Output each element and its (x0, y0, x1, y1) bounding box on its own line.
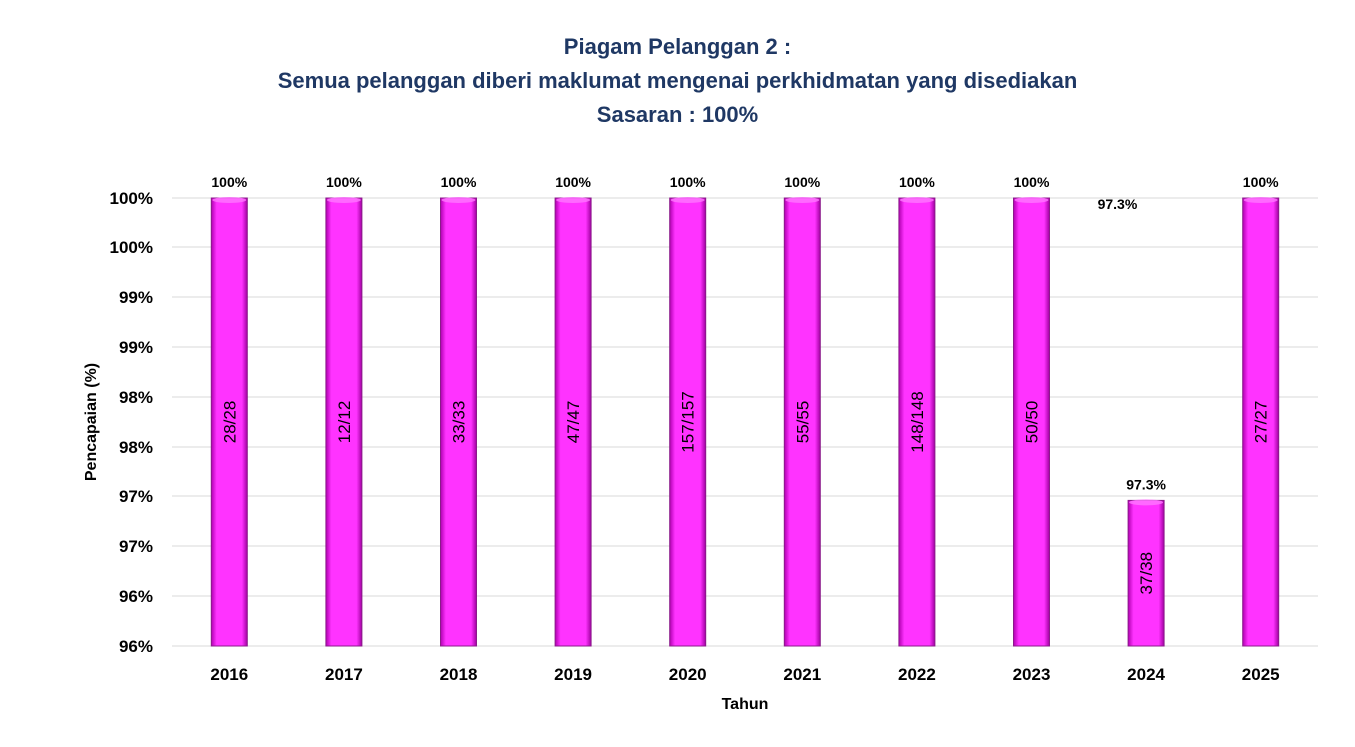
chart-title: Piagam Pelanggan 2 : (563, 34, 792, 59)
value-label: 97.3% (1126, 476, 1166, 492)
y-axis-ticks: 96% 96% 97% 97% 98% 98% 99% 99% 100% 100% (110, 189, 153, 656)
y-tick-label: 99% (119, 338, 153, 357)
inner-label: 12/12 (335, 401, 354, 444)
bar (440, 197, 477, 647)
bar (554, 197, 592, 647)
x-tick-label: 2016 (210, 665, 248, 684)
x-tick-label: 2022 (898, 665, 936, 684)
bar-cap (1243, 197, 1278, 203)
bar (1127, 499, 1165, 647)
value-label: 100% (211, 174, 247, 190)
y-tick-label: 99% (119, 288, 153, 307)
x-axis-ticks: 2016 2017 2018 2019 2020 2021 2022 2023 2024 2025 (210, 665, 1279, 684)
x-tick-label: 2019 (554, 665, 592, 684)
value-label: 100% (784, 174, 820, 190)
inner-label: 27/27 (1252, 401, 1271, 444)
bar-cap (670, 197, 705, 203)
bar-cap (326, 197, 361, 203)
chart-target: Sasaran : 100% (596, 102, 759, 127)
bar (1013, 197, 1050, 647)
value-label: 100% (555, 174, 591, 190)
y-axis-title: Pencapaian (%) (83, 363, 100, 481)
value-label: 100% (1014, 174, 1050, 190)
x-tick-label: 2018 (440, 665, 478, 684)
value-label: 100% (1243, 174, 1279, 190)
y-tick-label: 100% (110, 189, 153, 208)
extra-data-label: 97.3% (1098, 196, 1138, 212)
x-tick-label: 2021 (783, 665, 821, 684)
y-tick-label: 96% (119, 587, 153, 606)
bar (325, 197, 363, 647)
bar-cap (785, 197, 820, 203)
y-tick-label: 98% (119, 388, 153, 407)
y-tick-label: 97% (119, 487, 153, 506)
y-tick-label: 100% (110, 238, 153, 257)
value-label: 100% (326, 174, 362, 190)
value-label: 100% (441, 174, 477, 190)
bar (898, 197, 936, 647)
x-tick-label: 2025 (1242, 665, 1280, 684)
chart-subtitle: Semua pelanggan diberi maklumat mengenai… (277, 68, 1078, 93)
x-axis-title: Tahun (722, 696, 769, 713)
inner-label: 50/50 (1023, 401, 1042, 444)
inner-label: 55/55 (793, 401, 812, 444)
bar (669, 197, 707, 647)
bar (1242, 197, 1280, 647)
x-tick-label: 2020 (669, 665, 707, 684)
y-tick-label: 96% (119, 637, 153, 656)
bar-cap (1014, 197, 1049, 203)
bar-cap (441, 197, 476, 203)
chart-title-block: Piagam Pelanggan 2 : Semua pelanggan dib… (0, 30, 1355, 132)
x-tick-label: 2024 (1127, 665, 1165, 684)
x-tick-label: 2017 (325, 665, 363, 684)
value-label: 100% (899, 174, 935, 190)
bar-cap (1129, 499, 1164, 506)
inner-label: 157/157 (679, 391, 698, 452)
y-tick-label: 97% (119, 537, 153, 556)
gridlines (172, 197, 1318, 647)
inner-label: 47/47 (564, 401, 583, 444)
bar-cap (212, 197, 247, 203)
inner-label: 28/28 (220, 401, 239, 444)
bars: 100% 28/28 100% 12/12 100% 33/33 100% 47/47 100%… (210, 174, 1280, 647)
bar-cap (556, 197, 591, 203)
bar-cap (899, 197, 934, 203)
x-tick-label: 2023 (1013, 665, 1051, 684)
value-label: 100% (670, 174, 706, 190)
inner-label: 148/148 (908, 391, 927, 452)
inner-label: 33/33 (450, 401, 469, 444)
inner-label: 37/38 (1137, 552, 1156, 595)
bar (783, 197, 821, 647)
y-tick-label: 98% (119, 438, 153, 457)
